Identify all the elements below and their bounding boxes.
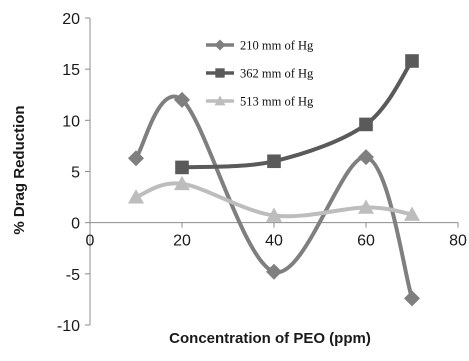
legend-label: 210 mm of Hg [240, 39, 314, 53]
x-tick-label: 40 [265, 233, 283, 250]
series-2 [175, 54, 419, 175]
x-axis-title: Concentration of PEO (ppm) [169, 330, 371, 347]
y-tick-label: 10 [62, 113, 80, 130]
data-point-diamond [266, 263, 282, 280]
y-tick-label: -5 [66, 267, 80, 284]
x-tick-label: 0 [86, 233, 95, 250]
data-point-diamond [404, 290, 420, 307]
data-point-diamond [358, 149, 374, 166]
legend-label: 513 mm of Hg [240, 95, 314, 109]
y-axis-title: % Drag Reduction [11, 105, 28, 234]
y-tick-label: 5 [71, 165, 80, 182]
series-1 [128, 91, 420, 307]
data-point-square [267, 154, 281, 169]
data-point-square [175, 160, 189, 175]
legend-marker-triangle [214, 95, 226, 106]
x-tick-label: 60 [357, 233, 375, 250]
axes: -10 -5 0 5 10 15 20 0 20 40 60 80 [57, 11, 467, 335]
data-point-triangle [358, 199, 374, 214]
data-point-triangle [266, 207, 282, 222]
y-tick-label: 15 [62, 62, 80, 79]
data-point-diamond [128, 150, 144, 167]
data-point-square [359, 117, 373, 132]
data-point-square [405, 54, 419, 68]
legend-label: 362 mm of Hg [240, 67, 314, 81]
legend-item: 513 mm of Hg [206, 95, 314, 109]
legend-item: 210 mm of Hg [206, 39, 314, 53]
x-tick-label: 80 [449, 233, 467, 250]
x-tick-label: 20 [173, 233, 191, 250]
data-point-triangle [404, 206, 420, 221]
series-3 [128, 175, 420, 222]
legend-marker-square [215, 68, 225, 78]
data-point-diamond [174, 91, 190, 108]
series-layer [128, 54, 420, 307]
legend: 210 mm of Hg 362 mm of Hg 513 mm of Hg [206, 39, 314, 109]
y-tick-label: 20 [62, 11, 80, 28]
y-tick-label: 0 [71, 216, 80, 233]
data-point-triangle [128, 189, 144, 204]
legend-marker-diamond [214, 39, 226, 51]
series-line [180, 58, 414, 170]
y-tick-label: -10 [57, 318, 80, 335]
data-point-triangle [174, 175, 190, 191]
legend-item: 362 mm of Hg [206, 67, 314, 81]
